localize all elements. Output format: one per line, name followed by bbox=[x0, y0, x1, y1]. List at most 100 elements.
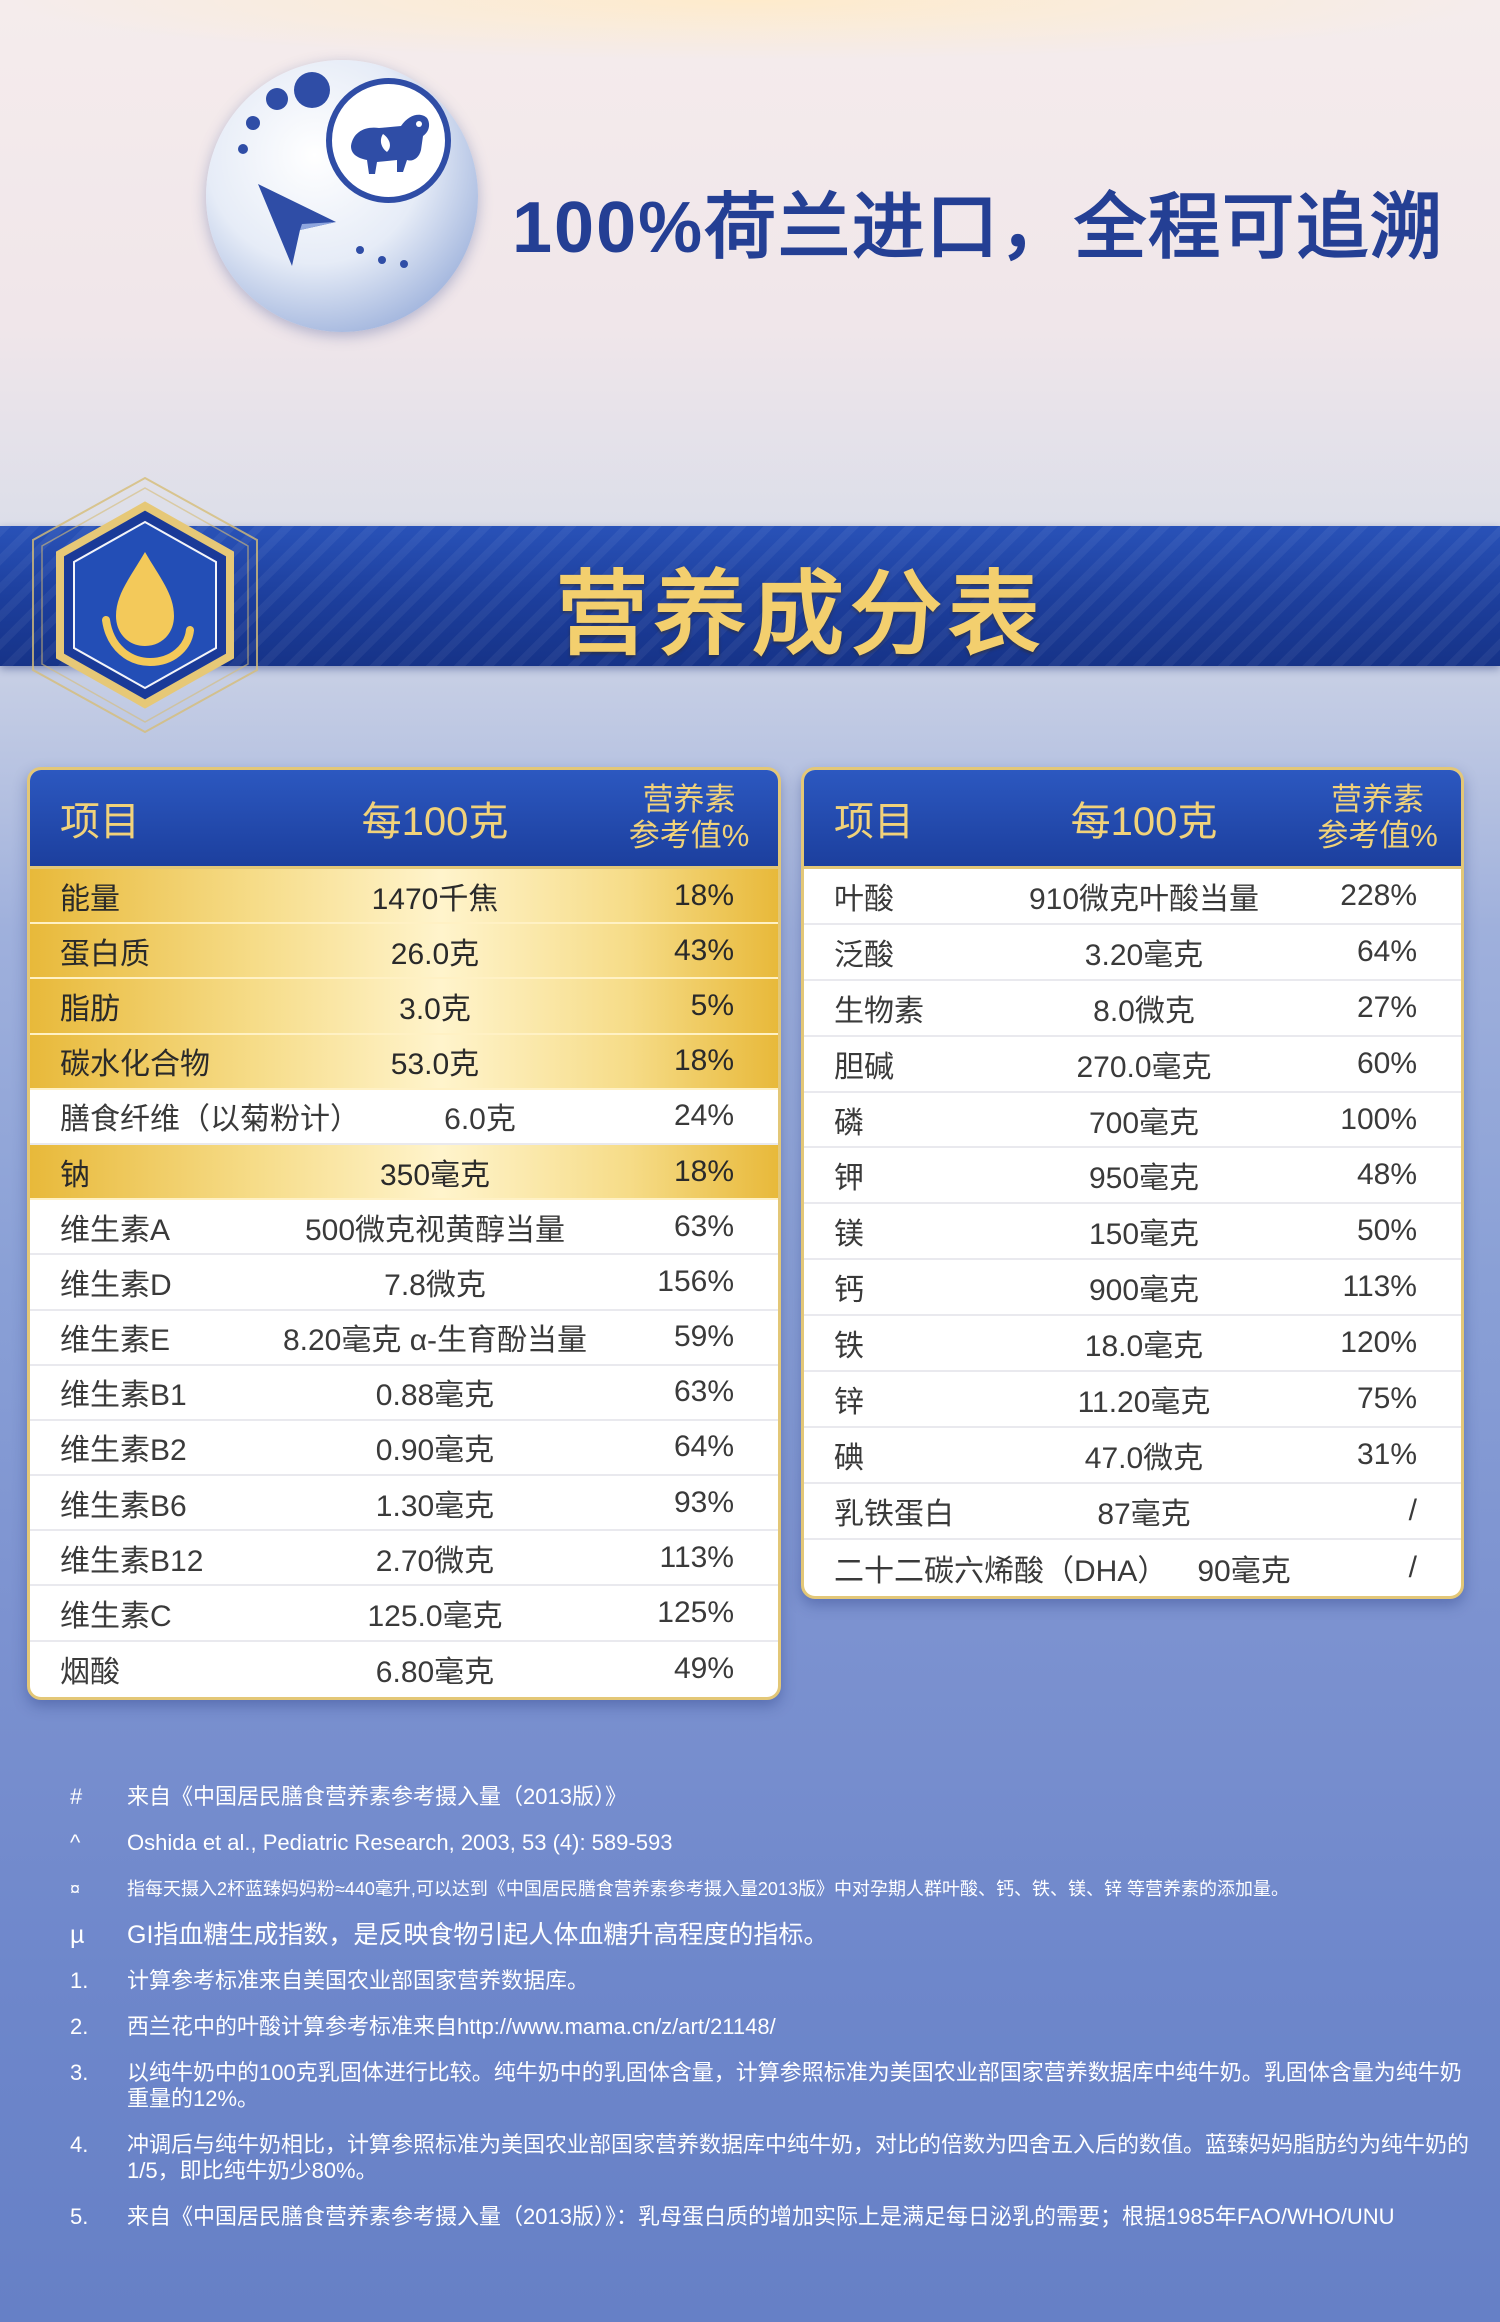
nrv-percent: 48% bbox=[1356, 1158, 1417, 1192]
traceability-badge bbox=[206, 60, 478, 332]
col-header-item: 项目 bbox=[834, 800, 914, 844]
section-title: 营养成分表 bbox=[556, 564, 1047, 666]
footnote: 5. 来自《中国居民膳食营养素参考摄入量（2013版）》：乳母蛋白质的增加实际上是… bbox=[70, 2204, 1470, 2230]
table-row: 烟酸 6.80毫克 49% bbox=[30, 1642, 778, 1697]
amount-per-100g: 1.30毫克 bbox=[375, 1489, 495, 1523]
nutrient-name: 维生素B2 bbox=[60, 1434, 187, 1468]
footnote-text: 冲调后与纯牛奶相比，计算参照标准为美国农业部国家营养数据库中纯牛奶，对比的倍数为… bbox=[127, 2132, 1470, 2183]
nrv-percent: 60% bbox=[1356, 1046, 1417, 1080]
table-row: 叶酸 910微克叶酸当量 228% bbox=[804, 869, 1461, 925]
trail-dot bbox=[294, 72, 330, 108]
amount-per-100g: 26.0克 bbox=[390, 937, 480, 971]
nutrient-name: 乳铁蛋白 bbox=[834, 1497, 954, 1531]
footnote-text: 以纯牛奶中的100克乳固体进行比较。纯牛奶中的乳固体含量，计算参照标准为美国农业… bbox=[127, 2060, 1462, 2111]
table-row: 脂肪 3.0克 5% bbox=[30, 979, 778, 1035]
table-row: 锌 11.20毫克 75% bbox=[804, 1372, 1461, 1428]
table-header: 项目 每100克 营养素 参考值% bbox=[30, 770, 778, 869]
section-banner bbox=[0, 526, 1500, 666]
col-header-per100: 每100克 bbox=[361, 800, 509, 844]
table-row: 二十二碳六烯酸（DHA） 90毫克 / bbox=[804, 1540, 1461, 1596]
col-header-nrv-line2: 参考值% bbox=[628, 818, 750, 853]
trail-dot bbox=[266, 88, 288, 110]
amount-per-100g: 2.70微克 bbox=[375, 1544, 495, 1578]
nrv-percent: 18% bbox=[673, 1154, 734, 1188]
table-row: 蛋白质 26.0克 43% bbox=[30, 924, 778, 980]
nutrient-name: 维生素A bbox=[60, 1213, 171, 1247]
nrv-percent: 18% bbox=[673, 878, 734, 912]
table-row: 维生素B12 2.70微克 113% bbox=[30, 1531, 778, 1587]
table-row: 碳水化合物 53.0克 18% bbox=[30, 1034, 778, 1090]
nutrition-table-right: 项目 每100克 营养素 参考值% 叶酸 910微克叶酸当量 228% 泛酸 3.20毫… bbox=[801, 767, 1464, 1599]
amount-per-100g: 500微克视黄醇当量 bbox=[304, 1213, 566, 1247]
nrv-percent: 228% bbox=[1340, 878, 1417, 912]
amount-per-100g: 47.0微克 bbox=[1084, 1441, 1204, 1475]
footnote-marker: µ bbox=[70, 1921, 85, 1949]
table-row: 维生素B2 0.90毫克 64% bbox=[30, 1421, 778, 1477]
amount-per-100g: 90毫克 bbox=[1197, 1554, 1291, 1588]
nutrient-name: 铁 bbox=[834, 1330, 864, 1364]
footnote-text: 西兰花中的叶酸计算参考标准来自http://www.mama.cn/z/art/… bbox=[127, 2014, 776, 2039]
amount-per-100g: 6.0克 bbox=[444, 1103, 516, 1137]
nrv-percent: 93% bbox=[673, 1485, 734, 1519]
footnote: 3. 以纯牛奶中的100克乳固体进行比较。纯牛奶中的乳固体含量，计算参照标准为美国… bbox=[70, 2060, 1470, 2112]
nrv-percent: 59% bbox=[673, 1320, 734, 1354]
top-glow bbox=[0, 0, 1500, 60]
nrv-percent: 125% bbox=[657, 1596, 734, 1630]
footnote: µ GI指血糖生成指数，是反映食物引起人体血糖升高程度的指标。 bbox=[70, 1922, 1470, 1948]
table-row: 维生素C 125.0毫克 125% bbox=[30, 1586, 778, 1642]
nrv-percent: 63% bbox=[673, 1209, 734, 1243]
table-row: 磷 700毫克 100% bbox=[804, 1093, 1461, 1149]
nrv-percent: 113% bbox=[1342, 1270, 1417, 1304]
nutrient-name: 钾 bbox=[834, 1162, 864, 1196]
footnote-marker: 1. bbox=[70, 1968, 89, 1993]
amount-per-100g: 270.0毫克 bbox=[1076, 1050, 1212, 1084]
col-header-nrv-line1: 营养素 bbox=[1331, 782, 1424, 817]
amount-per-100g: 0.88毫克 bbox=[375, 1379, 495, 1413]
footnote-text: 指每天摄入2杯蓝臻妈妈粉≈440毫升,可以达到《中国居民膳食营养素参考摄入量20… bbox=[127, 1879, 1289, 1899]
footnote-marker: 2. bbox=[70, 2014, 89, 2039]
table-row: 能量 1470千焦 18% bbox=[30, 869, 778, 925]
table-row: 泛酸 3.20毫克 64% bbox=[804, 925, 1461, 981]
footnote-text: 来自《中国居民膳食营养素参考摄入量（2013版）》 bbox=[127, 1784, 627, 1809]
nrv-percent: 120% bbox=[1340, 1326, 1417, 1360]
table-row: 钠 350毫克 18% bbox=[30, 1144, 778, 1201]
footnote: 4. 冲调后与纯牛奶相比，计算参照标准为美国农业部国家营养数据库中纯牛奶，对比的倍… bbox=[70, 2132, 1470, 2184]
footnotes: # 来自《中国居民膳食营养素参考摄入量（2013版）》 ^ Oshida et al.… bbox=[70, 1784, 1470, 2250]
nrv-percent: 113% bbox=[659, 1540, 734, 1574]
footnote-text: 来自《中国居民膳食营养素参考摄入量（2013版）》：乳母蛋白质的增加实际上是满足… bbox=[127, 2204, 1395, 2229]
nutrient-name: 脂肪 bbox=[60, 992, 120, 1026]
trail-dot bbox=[246, 116, 260, 130]
amount-per-100g: 6.80毫克 bbox=[375, 1656, 495, 1690]
nrv-percent: 31% bbox=[1356, 1437, 1417, 1471]
amount-per-100g: 950毫克 bbox=[1088, 1162, 1200, 1196]
amount-per-100g: 350毫克 bbox=[379, 1158, 491, 1192]
nutrient-name: 维生素E bbox=[60, 1324, 171, 1358]
nutrient-name: 蛋白质 bbox=[60, 937, 150, 971]
col-header-nrv-line1: 营养素 bbox=[642, 782, 736, 817]
amount-per-100g: 8.0微克 bbox=[1093, 994, 1195, 1028]
table-row: 钙 900毫克 113% bbox=[804, 1260, 1461, 1317]
amount-per-100g: 1470千焦 bbox=[371, 882, 499, 916]
nrv-percent: 156% bbox=[657, 1264, 734, 1298]
footnote: 1. 计算参考标准来自美国农业部国家营养数据库。 bbox=[70, 1968, 1470, 1994]
table-row: 维生素E 8.20毫克 α-生育酚当量 59% bbox=[30, 1311, 778, 1366]
nrv-percent: 43% bbox=[673, 933, 734, 967]
footnote-marker: 3. bbox=[70, 2060, 89, 2085]
table-row: 生物素 8.0微克 27% bbox=[804, 981, 1461, 1037]
amount-per-100g: 150毫克 bbox=[1088, 1218, 1200, 1252]
table-row: 维生素B1 0.88毫克 63% bbox=[30, 1366, 778, 1421]
nutrient-name: 膳食纤维（以菊粉计） bbox=[60, 1103, 360, 1137]
nutrient-name: 碘 bbox=[834, 1441, 864, 1475]
footnote-marker: 4. bbox=[70, 2132, 89, 2157]
nrv-percent: 75% bbox=[1356, 1381, 1417, 1415]
table-row: 维生素B6 1.30毫克 93% bbox=[30, 1476, 778, 1532]
footnote: ^ Oshida et al., Pediatric Research, 2003… bbox=[70, 1830, 1470, 1856]
footnote-marker: 5. bbox=[70, 2204, 89, 2229]
nrv-percent: 63% bbox=[673, 1375, 734, 1409]
nrv-percent: / bbox=[1408, 1493, 1417, 1527]
amount-per-100g: 18.0毫克 bbox=[1084, 1330, 1204, 1364]
table-row: 铁 18.0毫克 120% bbox=[804, 1316, 1461, 1373]
amount-per-100g: 700毫克 bbox=[1088, 1106, 1200, 1140]
nrv-percent: / bbox=[1408, 1550, 1417, 1584]
nutrient-name: 碳水化合物 bbox=[60, 1048, 210, 1082]
